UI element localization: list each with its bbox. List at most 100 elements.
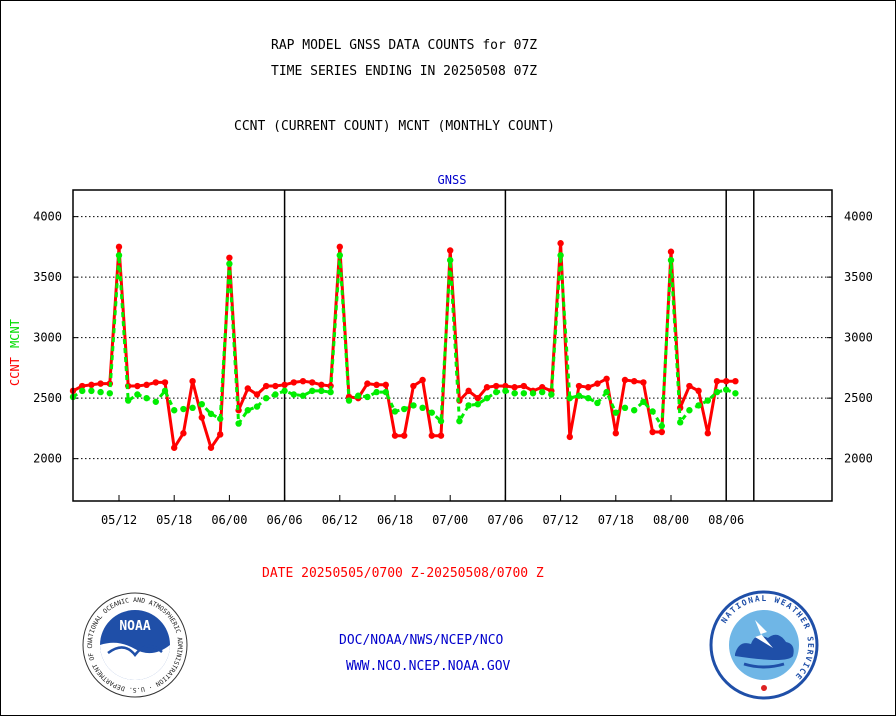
data-point-ccnt <box>161 379 169 386</box>
data-point-ccnt <box>612 430 619 437</box>
data-point-ccnt <box>539 384 546 391</box>
y-tick-label-right: 3500 <box>844 270 873 284</box>
data-point-mcnt <box>171 407 178 414</box>
y-tick-label-right: 2500 <box>844 391 873 405</box>
data-point-mcnt <box>79 387 86 395</box>
x-tick-label: 05/18 <box>156 513 192 527</box>
data-point-mcnt <box>97 388 104 396</box>
data-point-ccnt <box>585 384 592 391</box>
noaa-logo: NATIONAL OCEANIC AND ATMOSPHERIC ADMINIS… <box>81 591 188 698</box>
data-point-mcnt <box>88 387 95 395</box>
y-tick-label-left: 3500 <box>33 270 62 284</box>
data-point-ccnt <box>566 433 573 441</box>
data-point-mcnt <box>106 390 114 397</box>
x-tick-label: 07/00 <box>432 513 468 527</box>
data-point-mcnt <box>419 404 426 412</box>
data-point-mcnt <box>115 252 123 259</box>
y-tick-label-left: 2500 <box>33 391 62 405</box>
data-point-ccnt <box>437 432 445 439</box>
y-tick-label-right: 3000 <box>844 331 873 345</box>
y-tick-label-left: 2000 <box>33 452 62 466</box>
data-point-ccnt <box>594 380 601 387</box>
data-point-mcnt <box>483 394 491 402</box>
data-point-mcnt <box>226 260 233 268</box>
data-point-mcnt <box>125 397 132 404</box>
data-point-ccnt <box>198 414 205 421</box>
data-point-ccnt <box>253 391 261 398</box>
data-point-ccnt <box>281 381 288 389</box>
grid-lines <box>73 216 832 460</box>
data-point-ccnt <box>88 381 95 389</box>
data-point-mcnt <box>548 391 555 398</box>
y-tick-label-left: 3000 <box>33 331 62 345</box>
data-point-mcnt <box>345 397 353 404</box>
data-point-ccnt <box>226 254 233 261</box>
data-point-mcnt <box>327 388 334 396</box>
data-point-mcnt <box>493 388 500 396</box>
data-point-mcnt <box>631 407 638 414</box>
series-line-mcnt <box>72 253 736 428</box>
data-point-ccnt <box>364 380 371 387</box>
data-point-ccnt <box>723 377 730 385</box>
series-line-ccnt <box>72 241 736 450</box>
data-point-ccnt <box>631 377 638 385</box>
nws-logo: NATIONAL WEATHER SERVICE <box>709 590 819 700</box>
data-point-mcnt <box>603 388 610 396</box>
data-point-mcnt <box>640 398 647 405</box>
data-point-ccnt <box>97 380 104 387</box>
data-point-mcnt <box>539 388 546 396</box>
data-point-mcnt <box>713 388 721 396</box>
y-tick-label-right: 4000 <box>844 210 873 224</box>
plot-area-border <box>72 189 833 502</box>
data-point-ccnt <box>483 384 491 391</box>
data-point-mcnt <box>566 394 573 402</box>
data-point-ccnt <box>511 384 518 391</box>
data-point-mcnt <box>401 405 408 413</box>
data-point-mcnt <box>612 409 619 416</box>
y-tick-label-right: 2000 <box>844 452 873 466</box>
data-point-ccnt <box>649 428 656 436</box>
data-point-mcnt <box>649 408 656 415</box>
data-point-mcnt <box>235 420 242 427</box>
data-point-mcnt <box>529 390 537 397</box>
data-point-mcnt <box>189 404 196 412</box>
data-point-mcnt <box>281 387 288 395</box>
data-point-mcnt <box>686 407 693 414</box>
data-point-ccnt <box>557 240 564 247</box>
data-point-mcnt <box>373 388 380 396</box>
data-point-mcnt <box>336 252 343 259</box>
data-point-mcnt <box>382 388 389 396</box>
data-point-mcnt <box>520 390 527 397</box>
x-tick-label: 06/06 <box>267 513 303 527</box>
y-axis-label-ccnt: CCNT <box>8 357 22 386</box>
data-point-mcnt <box>511 390 518 397</box>
data-point-mcnt <box>143 394 150 402</box>
data-point-ccnt <box>603 375 610 382</box>
data-point-ccnt <box>79 382 86 390</box>
data-point-ccnt <box>640 379 647 386</box>
data-point-ccnt <box>189 377 196 385</box>
website-link[interactable]: WWW.NCO.NCEP.NOAA.GOV <box>346 659 511 674</box>
data-point-mcnt <box>695 402 702 409</box>
data-point-mcnt <box>253 403 261 410</box>
data-point-ccnt <box>428 432 435 439</box>
data-point-ccnt <box>419 376 426 384</box>
x-tick-label: 05/12 <box>101 513 137 527</box>
data-point-ccnt <box>474 394 481 402</box>
data-point-ccnt <box>382 381 389 389</box>
data-point-ccnt <box>152 379 159 386</box>
x-tick-label: 07/06 <box>487 513 523 527</box>
data-point-ccnt <box>695 387 702 395</box>
data-point-mcnt <box>621 404 629 412</box>
data-point-ccnt <box>263 382 270 390</box>
data-point-mcnt <box>465 402 472 409</box>
data-point-ccnt <box>217 431 224 438</box>
data-point-ccnt <box>318 381 325 389</box>
data-point-mcnt <box>290 391 297 398</box>
data-point-mcnt <box>272 391 279 398</box>
data-point-ccnt <box>171 444 178 451</box>
data-point-mcnt <box>364 393 371 401</box>
data-point-ccnt <box>410 382 417 390</box>
x-tick-label: 07/18 <box>598 513 634 527</box>
